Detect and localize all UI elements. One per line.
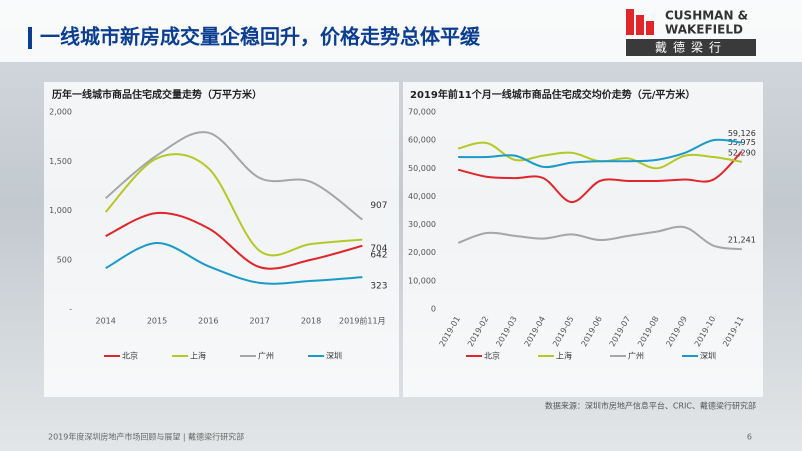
data-label: 21,241 [728,236,756,245]
y-tick-label: 10,000 [408,276,436,285]
data-label: 59,126 [728,129,756,138]
x-tick-label: 2019前11月 [339,316,386,326]
logo-text: CUSHMAN & [665,9,748,23]
y-tick-label: - [69,305,72,314]
y-tick-label: 2,000 [49,108,72,117]
logo-cn: 戴德梁行 [655,40,727,55]
chart-title: 历年一线城市商品住宅成交量走势（万平方米） [52,88,262,101]
x-tick-label: 2016 [198,317,218,326]
line [105,211,363,270]
y-tick-label: 60,000 [408,136,436,145]
logo-cn-band [626,39,756,56]
y-tick-label: 20,000 [408,248,436,257]
x-tick-label: 2015 [147,317,167,326]
x-tick-label: 2014 [95,317,115,326]
data-label: 52,290 [728,148,756,157]
footer-text: 2019年度深圳房地产市场回顾与展望 | 戴德梁行研究部 [48,432,244,442]
slide-title: 一线城市新房成交量企稳回升，价格走势总体平缓 [40,25,481,49]
legend-label: 广州 [628,351,644,361]
legend-label: 北京 [484,351,500,361]
data-label: 642 [370,250,387,260]
y-tick-label: 50,000 [408,164,436,173]
y-tick-label: 0 [431,305,436,314]
line [105,242,363,285]
legend-label: 深圳 [326,351,342,361]
chart-panel [44,82,399,397]
logo-text: WAKEFIELD [665,23,743,37]
data-label: 323 [370,282,387,292]
legend-label: 深圳 [700,351,716,361]
title-accent [28,27,32,49]
line [457,225,742,251]
y-tick-label: 40,000 [408,192,436,201]
line [458,138,742,169]
x-tick-label: 2017 [249,317,269,326]
legend-label: 北京 [122,351,138,361]
legend-label: 上海 [190,351,206,361]
line [105,131,363,221]
legend-label: 上海 [556,351,572,361]
legend-label: 广州 [258,351,274,361]
x-tick-label: 2018 [301,317,321,326]
chart-panel [403,82,763,397]
line [457,150,743,204]
logo-bar [626,9,634,35]
y-tick-label: 30,000 [408,220,436,229]
logo-bar [646,21,654,35]
page-number: 6 [747,433,752,442]
data-label: 907 [370,201,387,211]
line [104,153,363,257]
logo: CUSHMAN & WAKEFIELD 戴德梁行 [626,9,756,56]
chart-title: 2019年前11个月一线城市商品住宅成交均价走势（元/平方米） [410,88,695,101]
y-tick-label: 1,500 [49,157,72,166]
y-tick-label: 70,000 [408,108,436,117]
y-tick-label: 500 [57,255,72,264]
source: 数据来源：深圳市房地产信息平台、CRIC、戴德梁行研究部 [545,401,756,411]
y-tick-label: 1,000 [49,206,72,215]
logo-bar [636,15,644,35]
data-label: 704 [370,244,387,254]
